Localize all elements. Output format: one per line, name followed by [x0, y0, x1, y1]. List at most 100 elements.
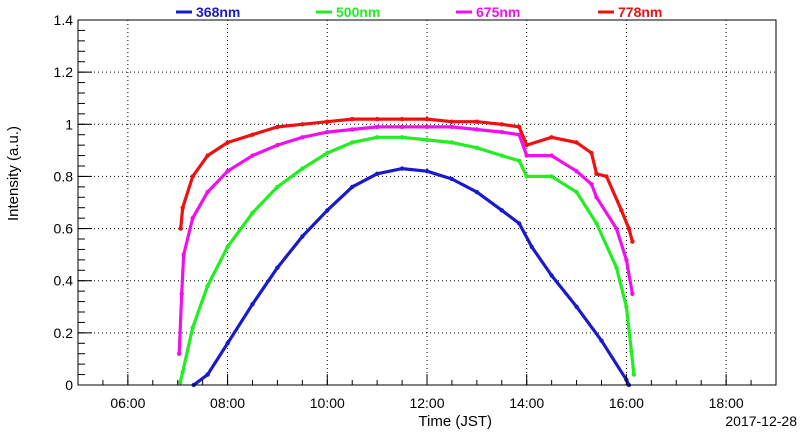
data-point: [275, 142, 280, 148]
data-point: [374, 116, 380, 122]
data-point: [517, 221, 522, 226]
data-point: [275, 124, 280, 130]
data-point: [624, 304, 629, 309]
data-point: [524, 174, 529, 179]
data-point: [205, 372, 210, 377]
data-point: [474, 145, 480, 150]
data-point: [350, 116, 355, 122]
data-point: [549, 135, 554, 140]
data-point: [225, 244, 230, 249]
y-tick-label: 0.2: [54, 325, 74, 341]
data-point: [599, 338, 604, 343]
data-point: [474, 119, 480, 124]
data-point: [180, 369, 185, 375]
data-point: [449, 119, 455, 124]
data-point: [499, 129, 504, 135]
data-point: [499, 153, 504, 158]
data-point: [325, 119, 330, 124]
data-point: [399, 135, 405, 140]
data-point: [250, 132, 255, 137]
data-point: [449, 176, 455, 182]
series-675nm: [177, 124, 635, 356]
legend: 368nm 500nm 675nm 778nm: [176, 4, 662, 20]
data-point: [325, 150, 330, 156]
data-point: [350, 127, 355, 132]
series-368nm: [191, 166, 632, 388]
data-point: [629, 348, 634, 354]
data-point: [574, 140, 579, 145]
series-500nm: [178, 135, 637, 385]
x-tick-label: 14:00: [509, 395, 544, 411]
series-line: [179, 117, 635, 244]
data-point: [604, 174, 609, 179]
data-point: [350, 184, 355, 190]
y-tick-label: 0: [65, 377, 73, 393]
data-point: [449, 140, 455, 145]
data-point: [517, 158, 522, 163]
x-tick-label: 06:00: [110, 395, 145, 411]
y-tick-label: 0.6: [54, 221, 74, 237]
data-point: [205, 283, 210, 289]
data-point: [225, 341, 230, 346]
legend-label: 778nm: [618, 4, 662, 20]
data-point: [300, 135, 305, 140]
data-point: [574, 169, 579, 174]
data-point: [574, 189, 579, 195]
data-point: [594, 195, 599, 200]
date-label: 2017-12-28: [725, 413, 797, 429]
data-point: [624, 257, 629, 263]
series-778nm: [178, 116, 635, 244]
data-point: [549, 174, 554, 179]
data-point: [374, 171, 380, 176]
data-point: [325, 129, 330, 135]
data-point: [574, 304, 579, 309]
x-axis-title: Time (JST): [418, 413, 492, 430]
x-tick-label: 18:00: [709, 395, 744, 411]
data-point: [549, 153, 554, 158]
data-point: [374, 135, 380, 140]
data-point: [630, 239, 635, 244]
x-tick-label: 12:00: [409, 395, 444, 411]
data-point: [424, 137, 430, 143]
series-line: [177, 125, 635, 356]
data-point: [178, 380, 183, 385]
data-point: [325, 208, 330, 213]
data-point: [300, 234, 305, 239]
data-point: [300, 166, 305, 171]
data-point: [619, 208, 624, 213]
data-series: [177, 116, 637, 388]
data-point: [424, 116, 430, 122]
data-point: [190, 215, 195, 221]
data-point: [474, 189, 480, 195]
x-tick-label: 16:00: [609, 395, 644, 411]
data-point: [300, 122, 305, 127]
data-point: [474, 127, 480, 132]
y-axis-title: Intensity (a.u.): [5, 126, 22, 221]
data-point: [424, 124, 430, 130]
data-point: [177, 351, 182, 356]
data-point: [589, 150, 594, 156]
data-point: [250, 302, 255, 307]
data-point: [630, 291, 635, 296]
y-tick-label: 0.4: [54, 273, 74, 289]
x-tick-label: 10:00: [310, 395, 345, 411]
data-point: [275, 184, 280, 190]
data-point: [205, 153, 210, 158]
data-point: [529, 244, 534, 249]
data-point: [631, 372, 637, 377]
data-point: [499, 208, 504, 213]
data-point: [517, 124, 522, 130]
data-point: [374, 124, 380, 130]
data-point: [190, 325, 195, 330]
data-point: [449, 124, 455, 130]
data-point: [190, 174, 195, 179]
data-point: [424, 169, 430, 174]
data-point: [399, 166, 405, 171]
data-point: [275, 265, 280, 270]
data-point: [225, 140, 230, 145]
data-point: [178, 226, 183, 231]
axis-ticks: 0 0.2 0.4 0.6 0.8 1 1.2 1.4 06:00 08:00 10:00 12:00…: [54, 12, 777, 411]
data-point: [205, 189, 210, 195]
data-point: [399, 116, 405, 122]
data-point: [250, 210, 255, 216]
